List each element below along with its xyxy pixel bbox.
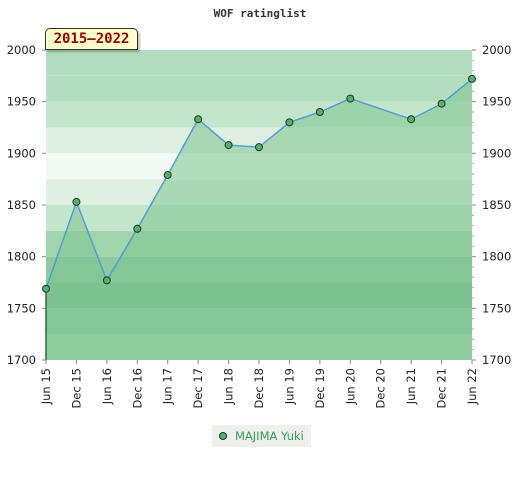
data-point — [163, 171, 172, 180]
legend-marker-icon — [219, 432, 227, 440]
x-tick-label: Jun 22 — [465, 368, 479, 405]
legend[interactable]: MAJIMA Yuki — [212, 425, 311, 447]
y-tick-label-left: 1750 — [7, 301, 36, 315]
y-tick-label-left: 1700 — [7, 353, 36, 367]
y-tick-label-right: 1750 — [482, 301, 511, 315]
background-band — [46, 75, 472, 102]
y-tick-label-right: 1850 — [482, 198, 511, 212]
data-marks — [42, 74, 476, 293]
x-tick-label: Dec 16 — [130, 368, 144, 409]
y-tick-label-left: 2000 — [7, 43, 36, 57]
x-tick-label: Jun 16 — [100, 368, 114, 405]
y-tick-label-right: 1800 — [482, 250, 511, 264]
y-tick-label-right: 1900 — [482, 146, 511, 160]
data-point — [102, 276, 111, 285]
x-tick-label: Dec 18 — [252, 368, 266, 409]
x-tick-label: Jun 20 — [343, 368, 357, 405]
data-point — [255, 143, 263, 152]
legend-label: MAJIMA Yuki — [235, 429, 304, 443]
x-tick-label: Jun 21 — [404, 368, 418, 405]
series-line — [45, 78, 473, 289]
data-point — [285, 118, 294, 127]
data-point — [42, 284, 50, 293]
y-tick-label-left: 1800 — [7, 250, 36, 264]
x-tick-label: Jun 17 — [161, 368, 175, 405]
x-tick-label: Dec 19 — [313, 368, 327, 409]
y-tick-label-left: 1950 — [7, 95, 36, 109]
data-point — [224, 141, 233, 150]
y-tick-label-right: 2000 — [482, 43, 511, 57]
data-point — [346, 94, 355, 103]
x-tick-label: Dec 15 — [69, 368, 83, 409]
x-tick-label: Dec 21 — [435, 368, 449, 409]
y-tick-label-right: 1700 — [482, 353, 511, 367]
data-point — [407, 115, 416, 124]
data-point — [133, 224, 142, 233]
period-badge: 2015–2022 — [45, 28, 138, 50]
data-point — [194, 115, 203, 124]
area-layer — [45, 78, 473, 360]
x-tick-label: Dec 17 — [191, 368, 205, 409]
y-tick-label-left: 1900 — [7, 146, 36, 160]
data-point — [437, 99, 446, 108]
chart-title: WOF ratinglist — [214, 7, 307, 20]
data-point — [468, 74, 476, 83]
data-point — [72, 197, 81, 206]
y-tick-label-right: 1950 — [482, 95, 511, 109]
x-tick-label: Dec 20 — [374, 368, 388, 409]
series-area — [46, 78, 472, 360]
x-tick-label: Jun 15 — [39, 368, 53, 405]
x-tick-label: Jun 18 — [222, 368, 236, 405]
background-band — [46, 50, 472, 76]
x-tick-label: Jun 19 — [282, 368, 296, 405]
y-tick-label-left: 1850 — [7, 198, 36, 212]
data-point — [315, 108, 324, 116]
axes: 1700 1700 1750 1750 1800 1800 1850 1850 1900 1900… — [7, 43, 512, 409]
